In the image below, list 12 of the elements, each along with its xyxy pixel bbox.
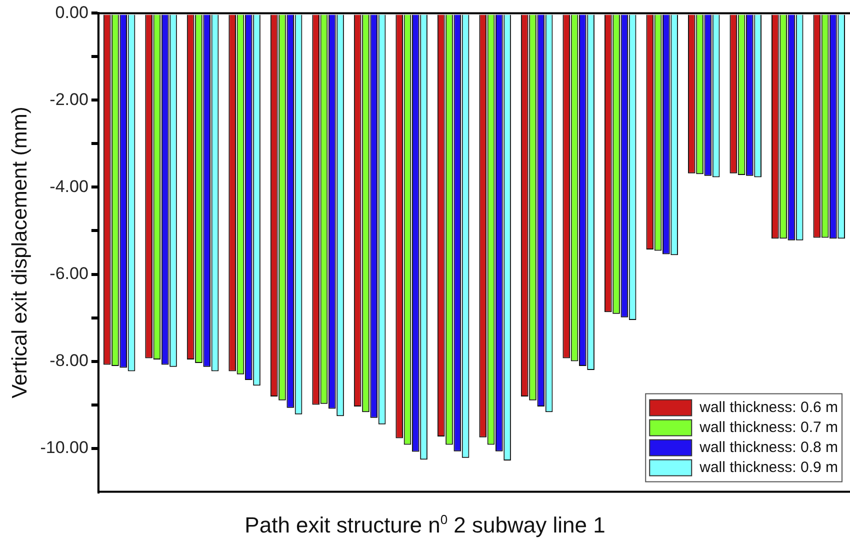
legend-label: wall thickness: 0.6 m [698,398,838,416]
y-tick-label: -6.00 [50,264,88,283]
y-tick-label: -4.00 [50,176,88,196]
y-tick-label: -10.00 [40,438,88,457]
legend-label: wall thickness: 0.8 m [698,438,838,456]
y-tick-label: -2.00 [50,90,88,109]
legend-label: wall thickness: 0.7 m [698,418,838,436]
y-tick-label: 0.00 [55,2,88,22]
y-tick-label: -8.00 [50,350,88,370]
x-axis-title: Path exit structure n$^{0}$ 2 subway line 1 [244,512,606,538]
y-axis-title: Vertical exit displacement (mm) [8,106,32,398]
legend-label: wall thickness: 0.9 m [698,458,838,476]
